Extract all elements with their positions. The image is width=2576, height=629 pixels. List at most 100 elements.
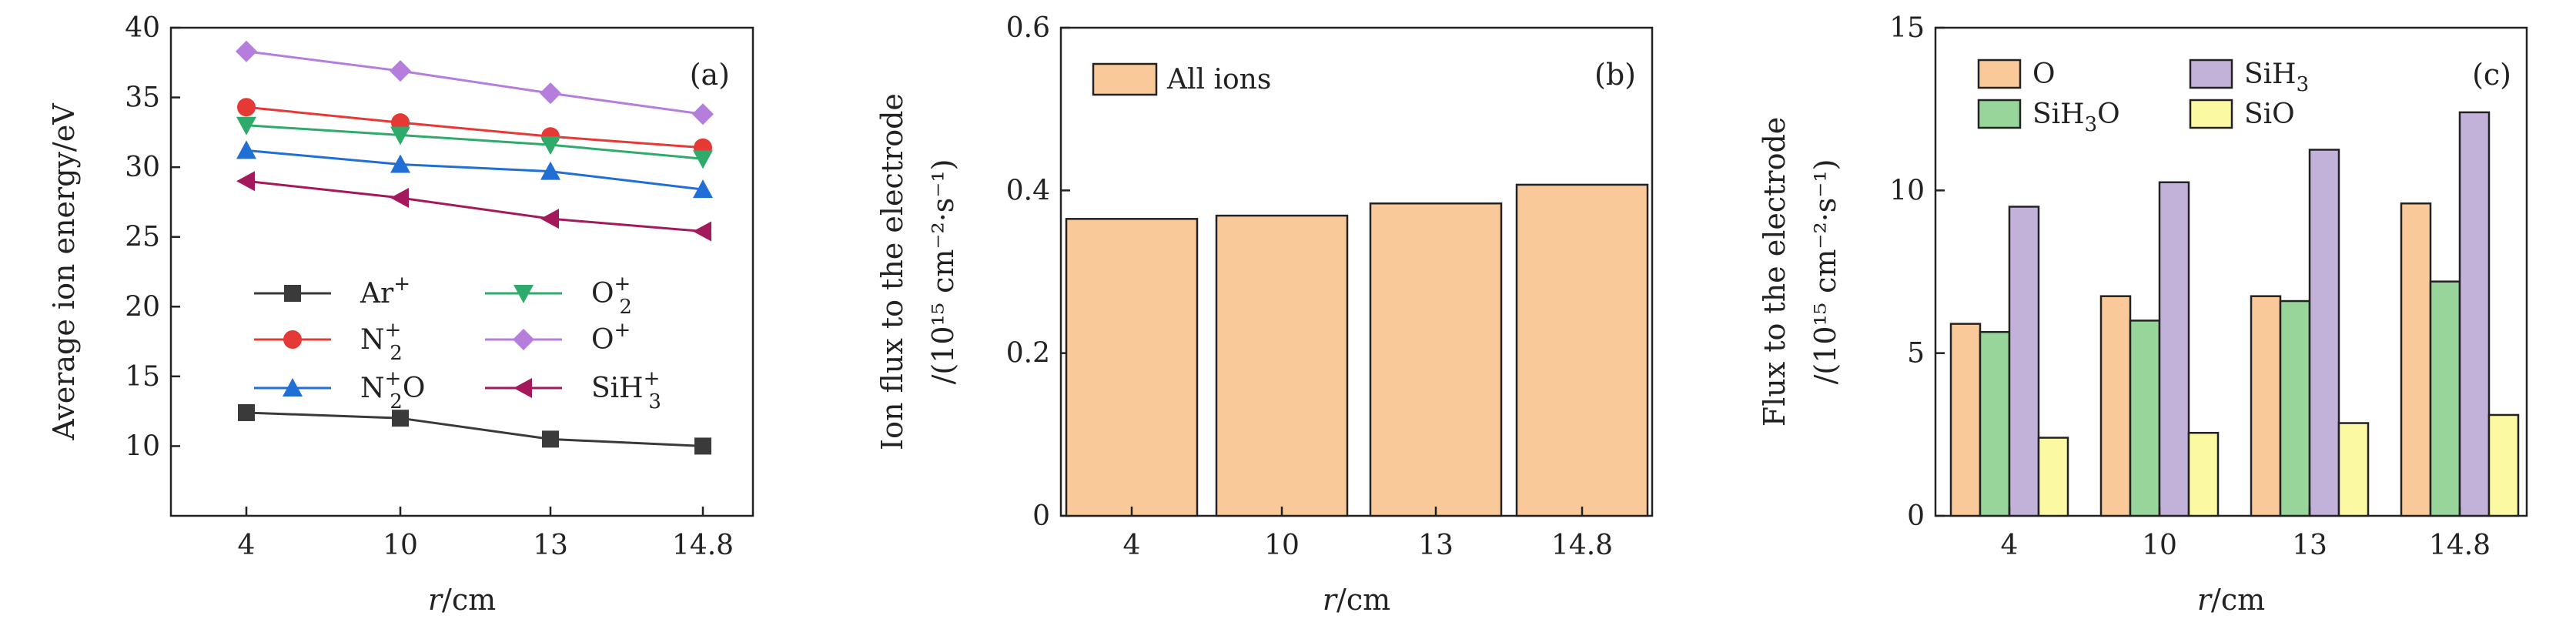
plot-frame: [169, 26, 754, 517]
y-tick-label: 40: [125, 12, 160, 44]
y-tick-label: 30: [125, 152, 160, 183]
series-2: [2008, 111, 2491, 517]
x-tick-label: 4: [238, 530, 256, 561]
bar: [1065, 218, 1199, 517]
data-point: [692, 103, 714, 125]
series-line: [246, 124, 704, 160]
x-tick-label: 4: [2001, 530, 2019, 561]
x-tick-label: 14.8: [2429, 530, 2491, 561]
y-tick-label: 5: [1907, 338, 1925, 370]
panel-label: (a): [690, 58, 730, 92]
bar: [2099, 295, 2132, 517]
bar: [2458, 111, 2491, 517]
data-point: [542, 430, 559, 448]
legend-label: Ar+: [360, 273, 410, 309]
series-0: [238, 403, 711, 455]
bar: [1515, 183, 1649, 517]
bar: [2158, 181, 2190, 517]
data-point: [540, 82, 561, 105]
legend-marker: [284, 285, 301, 302]
series-4: [236, 40, 714, 125]
legend-label: O+ 2: [591, 273, 632, 319]
legend-label: All ions: [1166, 64, 1271, 95]
y-tick-label: 10: [125, 430, 160, 462]
y-axis-label: Ion flux to the electrode: [875, 93, 909, 450]
data-point: [390, 187, 409, 208]
x-tick-label: 10: [2142, 530, 2177, 561]
y-axis-unit: /(10¹⁵ cm⁻²·s⁻¹): [1808, 159, 1842, 385]
legend: All ions: [1092, 62, 1271, 96]
plot-frame: [1059, 26, 1654, 517]
series-line: [246, 411, 704, 447]
x-axis-label: r/cm: [1323, 583, 1390, 617]
legend-swatch: [1977, 59, 2022, 89]
y-axis-unit: /(10¹⁵ cm⁻²·s⁻¹): [926, 159, 960, 385]
legend-swatch: [2189, 99, 2233, 129]
y-tick-label: 0.4: [1006, 175, 1050, 206]
x-tick-label: 13: [1418, 530, 1454, 561]
bar: [2187, 431, 2220, 517]
legend-label: SiH3O: [2032, 99, 2120, 136]
data-point: [390, 154, 410, 173]
y-tick-label: 10: [1889, 175, 1925, 206]
legend-marker: [283, 330, 302, 349]
y-tick-label: 0.2: [1006, 338, 1050, 370]
data-point: [540, 161, 560, 180]
bar: [1369, 202, 1503, 517]
bar: [2429, 280, 2461, 517]
data-point: [390, 60, 411, 82]
y-tick-label: 0.6: [1006, 12, 1050, 44]
y-tick-label: 35: [125, 82, 160, 114]
x-tick-label: 13: [2292, 530, 2327, 561]
y-tick-label: 25: [125, 222, 160, 253]
y-axis-label: Flux to the electrode: [1758, 117, 1791, 427]
x-tick-label: 10: [383, 530, 418, 561]
x-tick-label: 14.8: [1551, 530, 1613, 561]
series-3: [2037, 413, 2520, 517]
x-tick-label: 14.8: [672, 530, 734, 561]
data-point: [392, 410, 409, 427]
legend-marker: [283, 378, 303, 396]
legend-marker: [514, 285, 534, 303]
data-point: [540, 209, 559, 229]
series-2: [236, 140, 713, 199]
data-point: [236, 116, 256, 136]
legend-label: SiH3: [2244, 59, 2309, 96]
bar: [2008, 206, 2040, 517]
bar: [2487, 413, 2520, 517]
series-3: [236, 116, 713, 169]
series-line: [246, 105, 704, 149]
x-tick-label: 13: [533, 530, 568, 561]
legend-label: N+ 2: [360, 319, 403, 365]
bar: [1949, 323, 1982, 517]
data-point: [236, 40, 257, 62]
legend-label: SiO: [2244, 99, 2295, 130]
legend-label: SiH+ 3: [591, 367, 661, 413]
legend-swatch: [2189, 59, 2233, 89]
data-point: [236, 140, 256, 159]
data-point: [238, 403, 255, 421]
bar: [2400, 202, 2432, 517]
x-axis-label: r/cm: [428, 583, 496, 617]
legend-label: O+: [591, 319, 631, 356]
panel-b: 0 0.2 0.4 0.6 4 10 13 14.8 r/cm Ion flux to the e…: [875, 12, 1654, 617]
x-tick-label: 4: [1123, 530, 1141, 561]
bar: [2308, 149, 2340, 517]
bar: [2129, 320, 2161, 517]
data-point: [693, 179, 713, 199]
legend-marker: [513, 329, 534, 350]
data-point: [237, 98, 256, 117]
plot-frame: [1934, 26, 2528, 517]
bar: [2337, 422, 2370, 517]
y-tick-label: 15: [1889, 12, 1925, 44]
series-line: [246, 50, 704, 115]
y-tick-label: 0: [1032, 500, 1050, 532]
x-axis-label: r/cm: [2197, 583, 2265, 617]
x-tick-label: 10: [1264, 530, 1300, 561]
legend-label: N+ 2O: [360, 367, 425, 413]
data-point: [693, 221, 711, 242]
series-5: [236, 171, 711, 242]
series-1: [1979, 280, 2461, 517]
